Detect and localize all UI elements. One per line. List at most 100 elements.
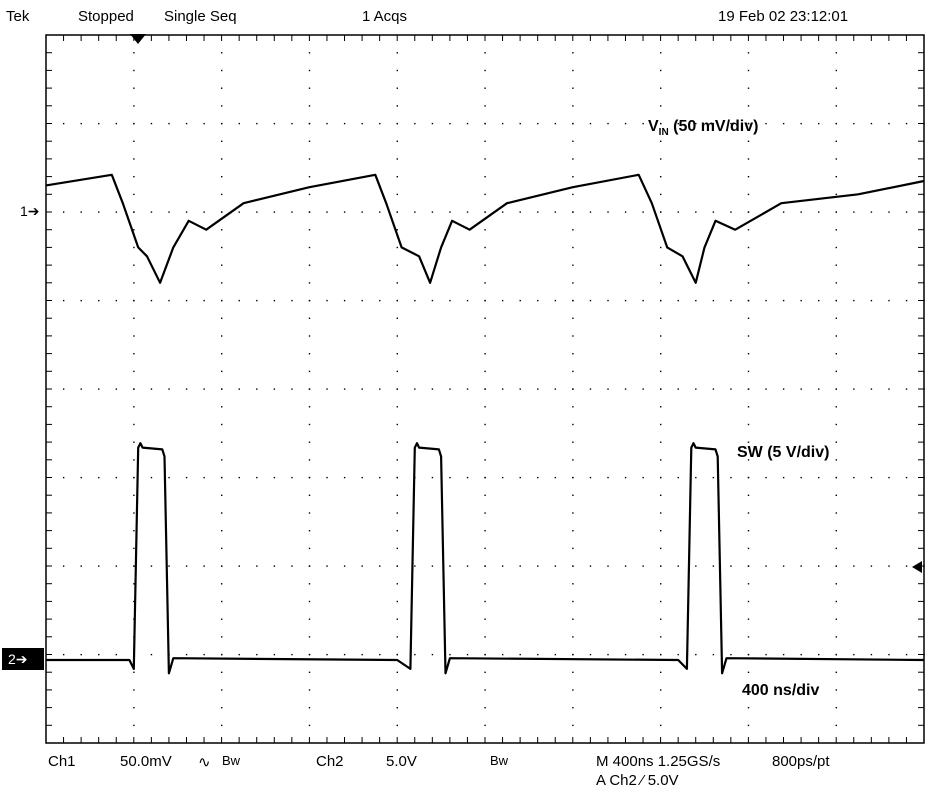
grid-dot: [151, 123, 152, 124]
grid-dot: [660, 105, 661, 106]
grid-dot: [748, 495, 749, 496]
grid-dot: [186, 477, 187, 478]
grid-dot: [836, 353, 837, 354]
grid-dot: [133, 318, 134, 319]
grid-dot: [467, 654, 468, 655]
grid-dot: [133, 689, 134, 690]
grid-dot: [449, 211, 450, 212]
grid-dot: [572, 105, 573, 106]
grid-dot: [555, 477, 556, 478]
grid-dot: [572, 406, 573, 407]
grid-dot: [836, 601, 837, 602]
grid-dot: [133, 123, 134, 124]
grid-dot: [309, 318, 310, 319]
grid-dot: [818, 211, 819, 212]
grid-dot: [309, 158, 310, 159]
grid-dot: [836, 477, 837, 478]
grid-dot: [63, 477, 64, 478]
grid-dot: [63, 388, 64, 389]
grid-dot: [871, 388, 872, 389]
grid-dot: [607, 477, 608, 478]
grid-dot: [397, 105, 398, 106]
grid-dot: [133, 388, 134, 389]
grid-dot: [221, 52, 222, 53]
grid-dot: [397, 548, 398, 549]
grid-dot: [151, 211, 152, 212]
grid-dot: [239, 565, 240, 566]
ch1-coupling-icon: ∿: [198, 753, 211, 771]
grid-dot: [63, 300, 64, 301]
grid-dot: [572, 141, 573, 142]
grid-dot: [326, 654, 327, 655]
grid-dot: [572, 388, 573, 389]
grid-dot: [221, 123, 222, 124]
grid-dot: [449, 477, 450, 478]
grid-dot: [484, 158, 485, 159]
grid-dot: [291, 477, 292, 478]
grid-dot: [116, 654, 117, 655]
grid-dot: [484, 229, 485, 230]
grid-dot: [607, 388, 608, 389]
grid-dot: [660, 406, 661, 407]
grid-dot: [309, 282, 310, 283]
trigger-level-icon: [912, 561, 922, 573]
grid-dot: [818, 565, 819, 566]
grid-dot: [309, 335, 310, 336]
grid-dot: [818, 654, 819, 655]
grid-dot: [642, 388, 643, 389]
grid-dot: [432, 388, 433, 389]
grid-dot: [221, 105, 222, 106]
grid-dot: [818, 300, 819, 301]
grid-dot: [748, 619, 749, 620]
grid-dot: [607, 565, 608, 566]
grid-dot: [748, 70, 749, 71]
grid-dot: [555, 654, 556, 655]
grid-dot: [484, 495, 485, 496]
grid-dot: [309, 583, 310, 584]
grid-dot: [572, 707, 573, 708]
grid-dot: [836, 371, 837, 372]
grid-dot: [537, 654, 538, 655]
grid-dot: [660, 548, 661, 549]
grid-dot: [642, 211, 643, 212]
grid-dot: [765, 565, 766, 566]
grid-dot: [256, 654, 257, 655]
grid-dot: [309, 477, 310, 478]
grid-dot: [309, 70, 310, 71]
grid-dot: [520, 654, 521, 655]
grid-dot: [660, 512, 661, 513]
grid-dot: [678, 211, 679, 212]
grid-dot: [397, 176, 398, 177]
grid-dot: [309, 530, 310, 531]
grid-dot: [221, 388, 222, 389]
grid-dot: [309, 406, 310, 407]
grid-dot: [730, 654, 731, 655]
ch1-label: Ch1: [48, 753, 76, 770]
grid-dot: [397, 353, 398, 354]
grid-dot: [748, 335, 749, 336]
grid-dot: [836, 123, 837, 124]
grid-dot: [81, 300, 82, 301]
grid-dot: [853, 388, 854, 389]
grid-dot: [590, 565, 591, 566]
grid-dot: [502, 388, 503, 389]
channel-1-marker-label: 1: [20, 203, 28, 219]
ch1-bandwidth: Bw: [222, 753, 240, 768]
grid-dot: [484, 424, 485, 425]
grid-dot: [484, 52, 485, 53]
grid-dot: [713, 211, 714, 212]
grid-dot: [607, 211, 608, 212]
grid-dot: [203, 123, 204, 124]
grid-dot: [660, 689, 661, 690]
grid-dot: [836, 247, 837, 248]
channel-1-marker: 1➔: [20, 203, 40, 220]
arrow-right-icon: ➔: [28, 203, 40, 219]
grid-dot: [484, 672, 485, 673]
grid-dot: [309, 707, 310, 708]
grid-dot: [572, 424, 573, 425]
grid-dot: [151, 300, 152, 301]
grid-dot: [133, 335, 134, 336]
grid-dot: [414, 123, 415, 124]
grid-dot: [836, 689, 837, 690]
grid-dot: [63, 565, 64, 566]
